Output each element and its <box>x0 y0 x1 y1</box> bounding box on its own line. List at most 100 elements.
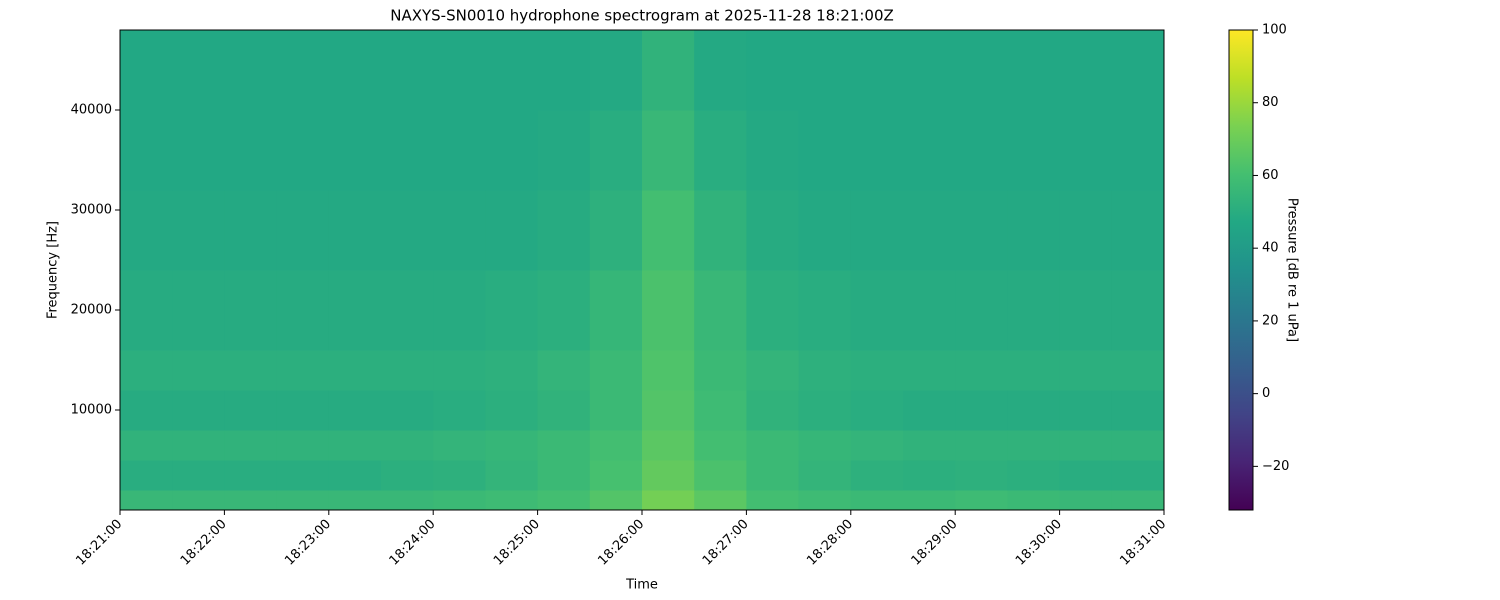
spectrogram-cell <box>1111 190 1165 271</box>
spectrogram-cell <box>1007 390 1061 431</box>
y-tick-label: 10000 <box>71 403 112 418</box>
spectrogram-cell <box>276 110 330 191</box>
spectrogram-cell <box>955 350 1008 391</box>
spectrogram-cell <box>903 30 956 111</box>
spectrogram-cell <box>798 270 852 351</box>
spectrogram-cell <box>224 390 278 431</box>
y-tick-label: 40000 <box>71 103 112 118</box>
spectrogram-cell <box>485 270 539 351</box>
spectrogram-cell <box>537 110 591 191</box>
spectrogram-cell <box>276 30 330 111</box>
spectrogram-cell <box>485 390 539 431</box>
spectrogram-cell <box>903 390 956 431</box>
spectrogram-cell <box>746 490 800 511</box>
spectrogram-cell <box>433 430 486 461</box>
spectrogram-cell <box>850 490 904 511</box>
colorbar-tick-label: −20 <box>1262 459 1289 474</box>
spectrogram-cell <box>276 490 330 511</box>
x-tick-label: 18:24:00 <box>387 517 439 569</box>
colorbar-tick-label: 0 <box>1262 386 1270 401</box>
spectrogram-cell <box>276 190 330 271</box>
spectrogram-cell <box>224 190 278 271</box>
spectrogram-cell <box>1059 30 1113 111</box>
spectrogram-cell <box>537 270 591 351</box>
colorbar-tick-label: 80 <box>1262 95 1279 110</box>
spectrogram-cell <box>328 430 382 461</box>
x-tick-label: 18:21:00 <box>73 517 125 569</box>
spectrogram-cell <box>328 190 382 271</box>
colorbar <box>1228 29 1254 511</box>
spectrogram-cell <box>850 270 904 351</box>
spectrogram-cell <box>589 460 643 491</box>
spectrogram-cell <box>642 270 695 351</box>
spectrogram-cell <box>1007 190 1061 271</box>
spectrogram-cell <box>328 490 382 511</box>
spectrogram-cell <box>224 430 278 461</box>
x-tick-label: 18:22:00 <box>178 517 230 569</box>
spectrogram-cell <box>381 350 434 391</box>
x-tick-label: 18:26:00 <box>595 517 647 569</box>
spectrogram-cell <box>903 490 956 511</box>
spectrogram-cell <box>589 430 643 461</box>
spectrogram-cell <box>485 460 539 491</box>
spectrogram-cell <box>120 490 173 511</box>
spectrogram-cell <box>485 30 539 111</box>
heatmap <box>120 30 1165 511</box>
spectrogram-cell <box>172 390 225 431</box>
spectrogram-cell <box>589 390 643 431</box>
spectrogram-cell <box>224 460 278 491</box>
x-tick-label: 18:29:00 <box>909 517 961 569</box>
spectrogram-cell <box>642 30 695 111</box>
spectrogram-cell <box>537 490 591 511</box>
spectrogram-cell <box>1007 460 1061 491</box>
spectrogram-cell <box>955 110 1008 191</box>
spectrogram-cell <box>903 270 956 351</box>
spectrogram-cell <box>120 390 173 431</box>
spectrogram-cell <box>903 190 956 271</box>
spectrogram-cell <box>537 460 591 491</box>
spectrogram-cell <box>433 270 486 351</box>
chart-title: NAXYS-SN0010 hydrophone spectrogram at 2… <box>390 7 894 25</box>
spectrogram-cell <box>433 390 486 431</box>
x-tick-label: 18:23:00 <box>282 517 334 569</box>
spectrogram-cell <box>694 350 747 391</box>
spectrogram-cell <box>1007 30 1061 111</box>
x-tick-label: 18:25:00 <box>491 517 543 569</box>
spectrogram-cell <box>903 460 956 491</box>
spectrogram-cell <box>1007 490 1061 511</box>
spectrogram-cell <box>172 350 225 391</box>
spectrogram-cell <box>589 190 643 271</box>
spectrogram-cell <box>485 430 539 461</box>
spectrogram-cell <box>850 30 904 111</box>
spectrogram-cell <box>537 190 591 271</box>
spectrogram-cell <box>746 30 800 111</box>
spectrogram-cell <box>1059 110 1113 191</box>
spectrogram-cell <box>381 490 434 511</box>
spectrogram-cell <box>485 110 539 191</box>
spectrogram-cell <box>746 430 800 461</box>
spectrogram-cell <box>589 490 643 511</box>
spectrogram-cell <box>1007 110 1061 191</box>
spectrogram-cell <box>746 460 800 491</box>
y-tick-label: 30000 <box>71 203 112 218</box>
spectrogram-cell <box>903 110 956 191</box>
spectrogram-cell <box>433 30 486 111</box>
spectrogram-cell <box>746 390 800 431</box>
spectrogram-cell <box>642 350 695 391</box>
spectrogram-cell <box>1059 350 1113 391</box>
spectrogram-cell <box>850 350 904 391</box>
colorbar-tick-label: 100 <box>1262 23 1287 38</box>
spectrogram-cell <box>276 350 330 391</box>
spectrogram-cell <box>746 350 800 391</box>
spectrogram-cell <box>328 460 382 491</box>
spectrogram-cell <box>1111 350 1165 391</box>
x-tick-label: 18:28:00 <box>804 517 856 569</box>
spectrogram-cell <box>120 430 173 461</box>
spectrogram-cell <box>955 270 1008 351</box>
colorbar-tick-label: 20 <box>1262 313 1279 328</box>
spectrogram-cell <box>433 190 486 271</box>
spectrogram-cell <box>1059 430 1113 461</box>
spectrogram-cell <box>850 190 904 271</box>
spectrogram-cell <box>537 30 591 111</box>
spectrogram-cell <box>589 270 643 351</box>
